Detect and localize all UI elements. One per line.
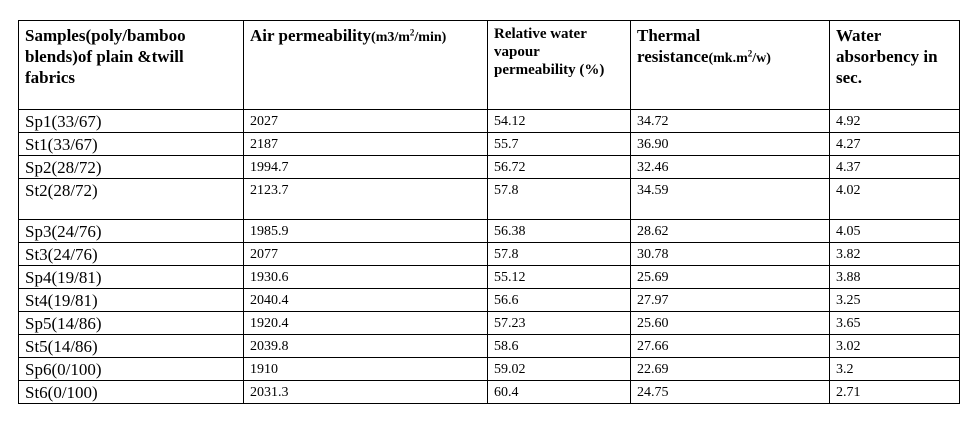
cell-water-vapour-permeability: 57.8: [487, 178, 631, 220]
cell-sample: St4(19/81): [18, 288, 244, 312]
cell-water-absorbency: 3.88: [829, 265, 960, 289]
table-row: St3(24/76) 2077 57.8 30.78 3.82: [18, 242, 960, 266]
header-air-permeability-unit: (m3/m2/min): [371, 27, 447, 45]
header-thermal-resistance-label: Thermal resistance: [637, 26, 709, 66]
cell-water-vapour-permeability: 54.12: [487, 109, 631, 133]
table-row: Sp5(14/86) 1920.4 57.23 25.60 3.65: [18, 311, 960, 335]
cell-air-permeability: 1985.9: [243, 219, 488, 243]
cell-water-vapour-permeability: 56.38: [487, 219, 631, 243]
unit-part: (mk.m: [708, 51, 748, 66]
cell-air-permeability: 2027: [243, 109, 488, 133]
cell-sample: Sp2(28/72): [18, 155, 244, 179]
cell-water-absorbency: 3.2: [829, 357, 960, 381]
table-row: Sp1(33/67) 2027 54.12 34.72 4.92: [18, 109, 960, 133]
cell-water-absorbency: 4.92: [829, 109, 960, 133]
cell-sample: Sp4(19/81): [18, 265, 244, 289]
cell-sample: Sp3(24/76): [18, 219, 244, 243]
unit-superscript: 2: [747, 48, 753, 59]
cell-air-permeability: 2187: [243, 132, 488, 156]
table-row: St6(0/100) 2031.3 60.4 24.75 2.71: [18, 380, 960, 404]
cell-thermal-resistance: 30.78: [630, 242, 830, 266]
cell-water-vapour-permeability: 60.4: [487, 380, 631, 404]
unit-part: (m3/m: [371, 30, 410, 45]
cell-water-vapour-permeability: 55.7: [487, 132, 631, 156]
cell-sample: St6(0/100): [18, 380, 244, 404]
header-row: Samples(poly/bamboo blends)of plain &twi…: [18, 20, 960, 110]
cell-sample: Sp5(14/86): [18, 311, 244, 335]
table-row: Sp2(28/72) 1994.7 56.72 32.46 4.37: [18, 155, 960, 179]
header-water-absorbency: Water absorbency in sec.: [829, 20, 960, 110]
header-air-permeability: Air permeability(m3/m2/min): [243, 20, 488, 110]
table-row: St4(19/81) 2040.4 56.6 27.97 3.25: [18, 288, 960, 312]
cell-water-absorbency: 2.71: [829, 380, 960, 404]
cell-thermal-resistance: 28.62: [630, 219, 830, 243]
cell-air-permeability: 1910: [243, 357, 488, 381]
cell-air-permeability: 2039.8: [243, 334, 488, 358]
cell-sample: Sp1(33/67): [18, 109, 244, 133]
cell-air-permeability: 1920.4: [243, 311, 488, 335]
cell-water-absorbency: 3.82: [829, 242, 960, 266]
unit-superscript: 2: [409, 27, 415, 38]
cell-water-absorbency: 4.02: [829, 178, 960, 220]
cell-thermal-resistance: 24.75: [630, 380, 830, 404]
cell-air-permeability: 1930.6: [243, 265, 488, 289]
header-water-vapour-permeability: Relative water vapour permeability (%): [487, 20, 631, 110]
cell-air-permeability: 1994.7: [243, 155, 488, 179]
cell-sample: Sp6(0/100): [18, 357, 244, 381]
table-row: St2(28/72) 2123.7 57.8 34.59 4.02: [18, 178, 960, 220]
cell-water-absorbency: 3.25: [829, 288, 960, 312]
cell-sample: St3(24/76): [18, 242, 244, 266]
header-thermal-resistance: Thermal resistance(mk.m2/w): [630, 20, 830, 110]
cell-thermal-resistance: 36.90: [630, 132, 830, 156]
cell-thermal-resistance: 32.46: [630, 155, 830, 179]
cell-water-vapour-permeability: 59.02: [487, 357, 631, 381]
table-row: Sp4(19/81) 1930.6 55.12 25.69 3.88: [18, 265, 960, 289]
results-table: Samples(poly/bamboo blends)of plain &twi…: [18, 20, 960, 404]
cell-water-absorbency: 3.02: [829, 334, 960, 358]
cell-water-vapour-permeability: 57.8: [487, 242, 631, 266]
cell-thermal-resistance: 34.59: [630, 178, 830, 220]
cell-water-vapour-permeability: 55.12: [487, 265, 631, 289]
cell-water-absorbency: 4.27: [829, 132, 960, 156]
cell-air-permeability: 2031.3: [243, 380, 488, 404]
cell-water-vapour-permeability: 56.72: [487, 155, 631, 179]
cell-sample: St1(33/67): [18, 132, 244, 156]
cell-thermal-resistance: 25.69: [630, 265, 830, 289]
cell-thermal-resistance: 27.66: [630, 334, 830, 358]
table-body: Sp1(33/67) 2027 54.12 34.72 4.92 St1(33/67) 21…: [18, 109, 960, 404]
unit-part: /w): [752, 51, 771, 66]
cell-sample: St5(14/86): [18, 334, 244, 358]
header-thermal-resistance-unit: (mk.m2/w): [708, 48, 771, 66]
unit-part: /min): [414, 30, 447, 45]
cell-water-absorbency: 4.37: [829, 155, 960, 179]
cell-air-permeability: 2123.7: [243, 178, 488, 220]
cell-thermal-resistance: 22.69: [630, 357, 830, 381]
cell-thermal-resistance: 34.72: [630, 109, 830, 133]
table-row: Sp6(0/100) 1910 59.02 22.69 3.2: [18, 357, 960, 381]
cell-water-vapour-permeability: 58.6: [487, 334, 631, 358]
cell-air-permeability: 2040.4: [243, 288, 488, 312]
cell-water-absorbency: 4.05: [829, 219, 960, 243]
cell-water-vapour-permeability: 56.6: [487, 288, 631, 312]
table-row: St5(14/86) 2039.8 58.6 27.66 3.02: [18, 334, 960, 358]
cell-thermal-resistance: 25.60: [630, 311, 830, 335]
cell-air-permeability: 2077: [243, 242, 488, 266]
header-samples: Samples(poly/bamboo blends)of plain &twi…: [18, 20, 244, 110]
table-row: Sp3(24/76) 1985.9 56.38 28.62 4.05: [18, 219, 960, 243]
table-row: St1(33/67) 2187 55.7 36.90 4.27: [18, 132, 960, 156]
cell-sample: St2(28/72): [18, 178, 244, 220]
cell-water-vapour-permeability: 57.23: [487, 311, 631, 335]
cell-water-absorbency: 3.65: [829, 311, 960, 335]
cell-thermal-resistance: 27.97: [630, 288, 830, 312]
header-air-permeability-label: Air permeability: [250, 26, 372, 45]
